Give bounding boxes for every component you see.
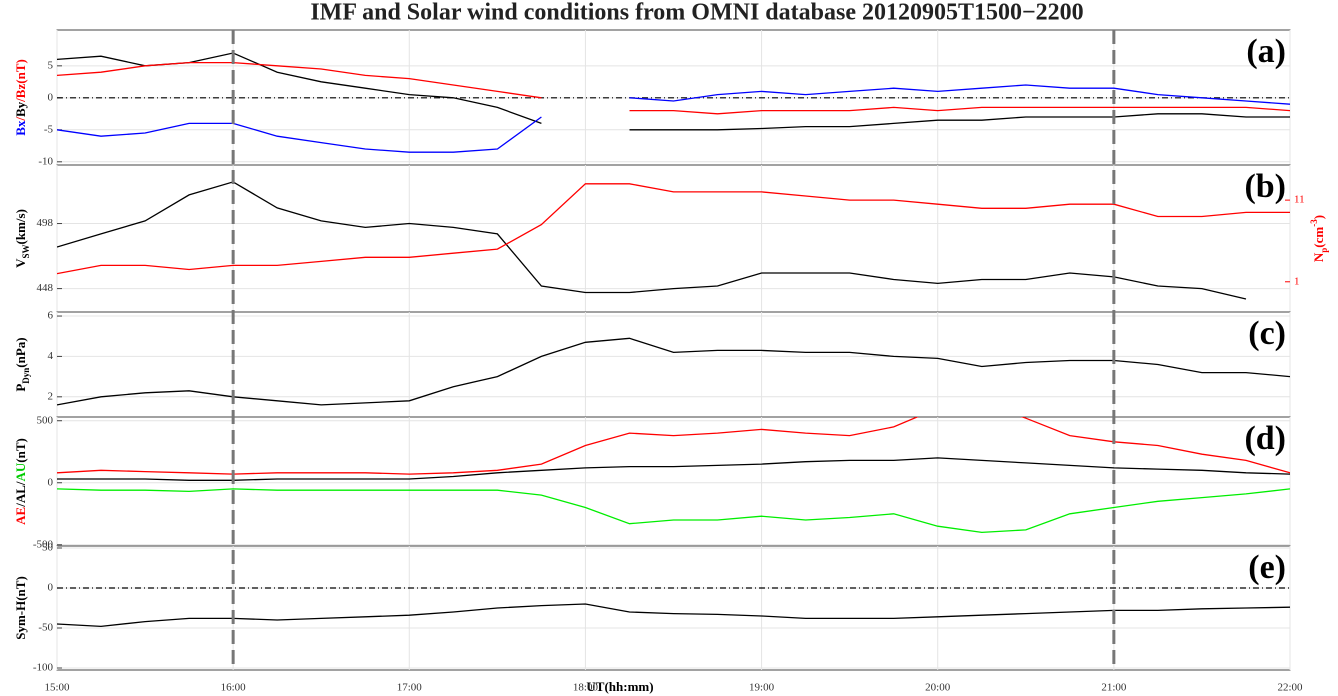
series-line	[57, 488, 1290, 534]
y-axis-label: VSW(km/s)	[13, 209, 31, 268]
x-tick-label: 16:00	[221, 682, 247, 694]
series-line	[57, 84, 1290, 153]
panel-frame	[56, 545, 1291, 671]
y2-tick-label: 11	[1294, 194, 1305, 206]
y-axis-label-part: Bx	[13, 120, 28, 136]
y-tick-label: -10	[38, 155, 53, 167]
y-tick-label: -100	[33, 662, 54, 674]
y-axis-label-part: /	[13, 98, 28, 103]
panel-label: (b)	[1244, 168, 1286, 205]
series-line	[57, 603, 1290, 628]
y-axis-label: Bx/By/Bz(nT)	[13, 59, 28, 136]
y-axis-label-part: N	[1311, 252, 1326, 262]
series-line	[57, 457, 1290, 481]
x-tick-label: 21:00	[1101, 682, 1127, 694]
x-tick-label: 22:00	[1277, 682, 1303, 694]
y-tick-label: 0	[48, 91, 54, 103]
y-axis-label: Np(cm-3)	[1309, 215, 1329, 262]
y-axis-label-part: (cm	[1311, 227, 1326, 248]
chart-title: IMF and Solar wind conditions from OMNI …	[310, 0, 1083, 26]
y-axis-label-part: V	[13, 258, 28, 268]
y-axis-label-part: /	[13, 117, 28, 122]
y-axis-label-part: By	[13, 101, 28, 117]
series-line	[57, 417, 1290, 475]
panel-label: (c)	[1248, 315, 1286, 352]
y-tick-label: 498	[37, 217, 54, 229]
y-tick-label: -50	[38, 622, 53, 634]
y-axis-label-part: Bz(nT)	[13, 59, 28, 98]
y2-tick-label: 1	[1294, 275, 1300, 287]
series-line	[57, 181, 1247, 300]
x-axis-label: UT(hh:mm)	[586, 679, 653, 694]
y-axis-label: AE/AL/AU(nT)	[13, 438, 28, 525]
y-axis-label-part: Dyn	[21, 368, 31, 384]
y-axis-label-part: (nPa)	[13, 337, 28, 367]
y-tick-label: 50	[42, 542, 54, 554]
x-tick-label: 15:00	[44, 682, 70, 694]
y-axis-label-part: )	[1311, 215, 1326, 219]
panel-frame	[56, 311, 1291, 418]
series-line	[57, 183, 1290, 275]
series-line	[57, 337, 1290, 406]
y-tick-label: 2	[48, 390, 54, 402]
series-line	[57, 61, 1290, 115]
y-axis-label-part: AE	[13, 507, 28, 525]
y-axis-label-part: (nT)	[13, 438, 28, 463]
y-axis-label: Sym-H(nT)	[13, 576, 28, 640]
x-tick-label: 17:00	[397, 682, 423, 694]
y-axis-label-part: p	[1319, 248, 1329, 253]
y-tick-label: 500	[37, 414, 54, 426]
x-tick-label: 19:00	[749, 682, 775, 694]
y-tick-label: 0	[48, 476, 54, 488]
y-axis-label: PDyn(nPa)	[13, 337, 31, 391]
y-tick-label: 448	[37, 282, 54, 294]
x-tick-label: 18:00	[573, 682, 599, 694]
y-tick-label: 5	[48, 59, 54, 71]
panel-frame	[56, 416, 1291, 547]
y-axis-label-part: (km/s)	[13, 209, 28, 244]
panel-label: (e)	[1248, 549, 1286, 586]
y-tick-label: 4	[48, 350, 54, 362]
y-axis-label-part: SW	[21, 244, 31, 258]
y-tick-label: -500	[33, 538, 54, 550]
y-axis-label-part: /AL/	[13, 481, 28, 508]
panel-label: (d)	[1244, 420, 1286, 457]
y-axis-label-part: P	[13, 384, 28, 392]
y-tick-label: 0	[48, 582, 54, 594]
panel-label: (a)	[1246, 33, 1286, 70]
x-tick-label: 20:00	[925, 682, 951, 694]
y-tick-label: -5	[44, 123, 54, 135]
y-axis-label-part: AU	[13, 462, 28, 481]
y-axis-label-part: Sym-H(nT)	[13, 576, 28, 640]
y-axis-label-part: -3	[1309, 219, 1319, 227]
series-line	[57, 52, 1290, 131]
y-tick-label: 6	[48, 310, 54, 322]
